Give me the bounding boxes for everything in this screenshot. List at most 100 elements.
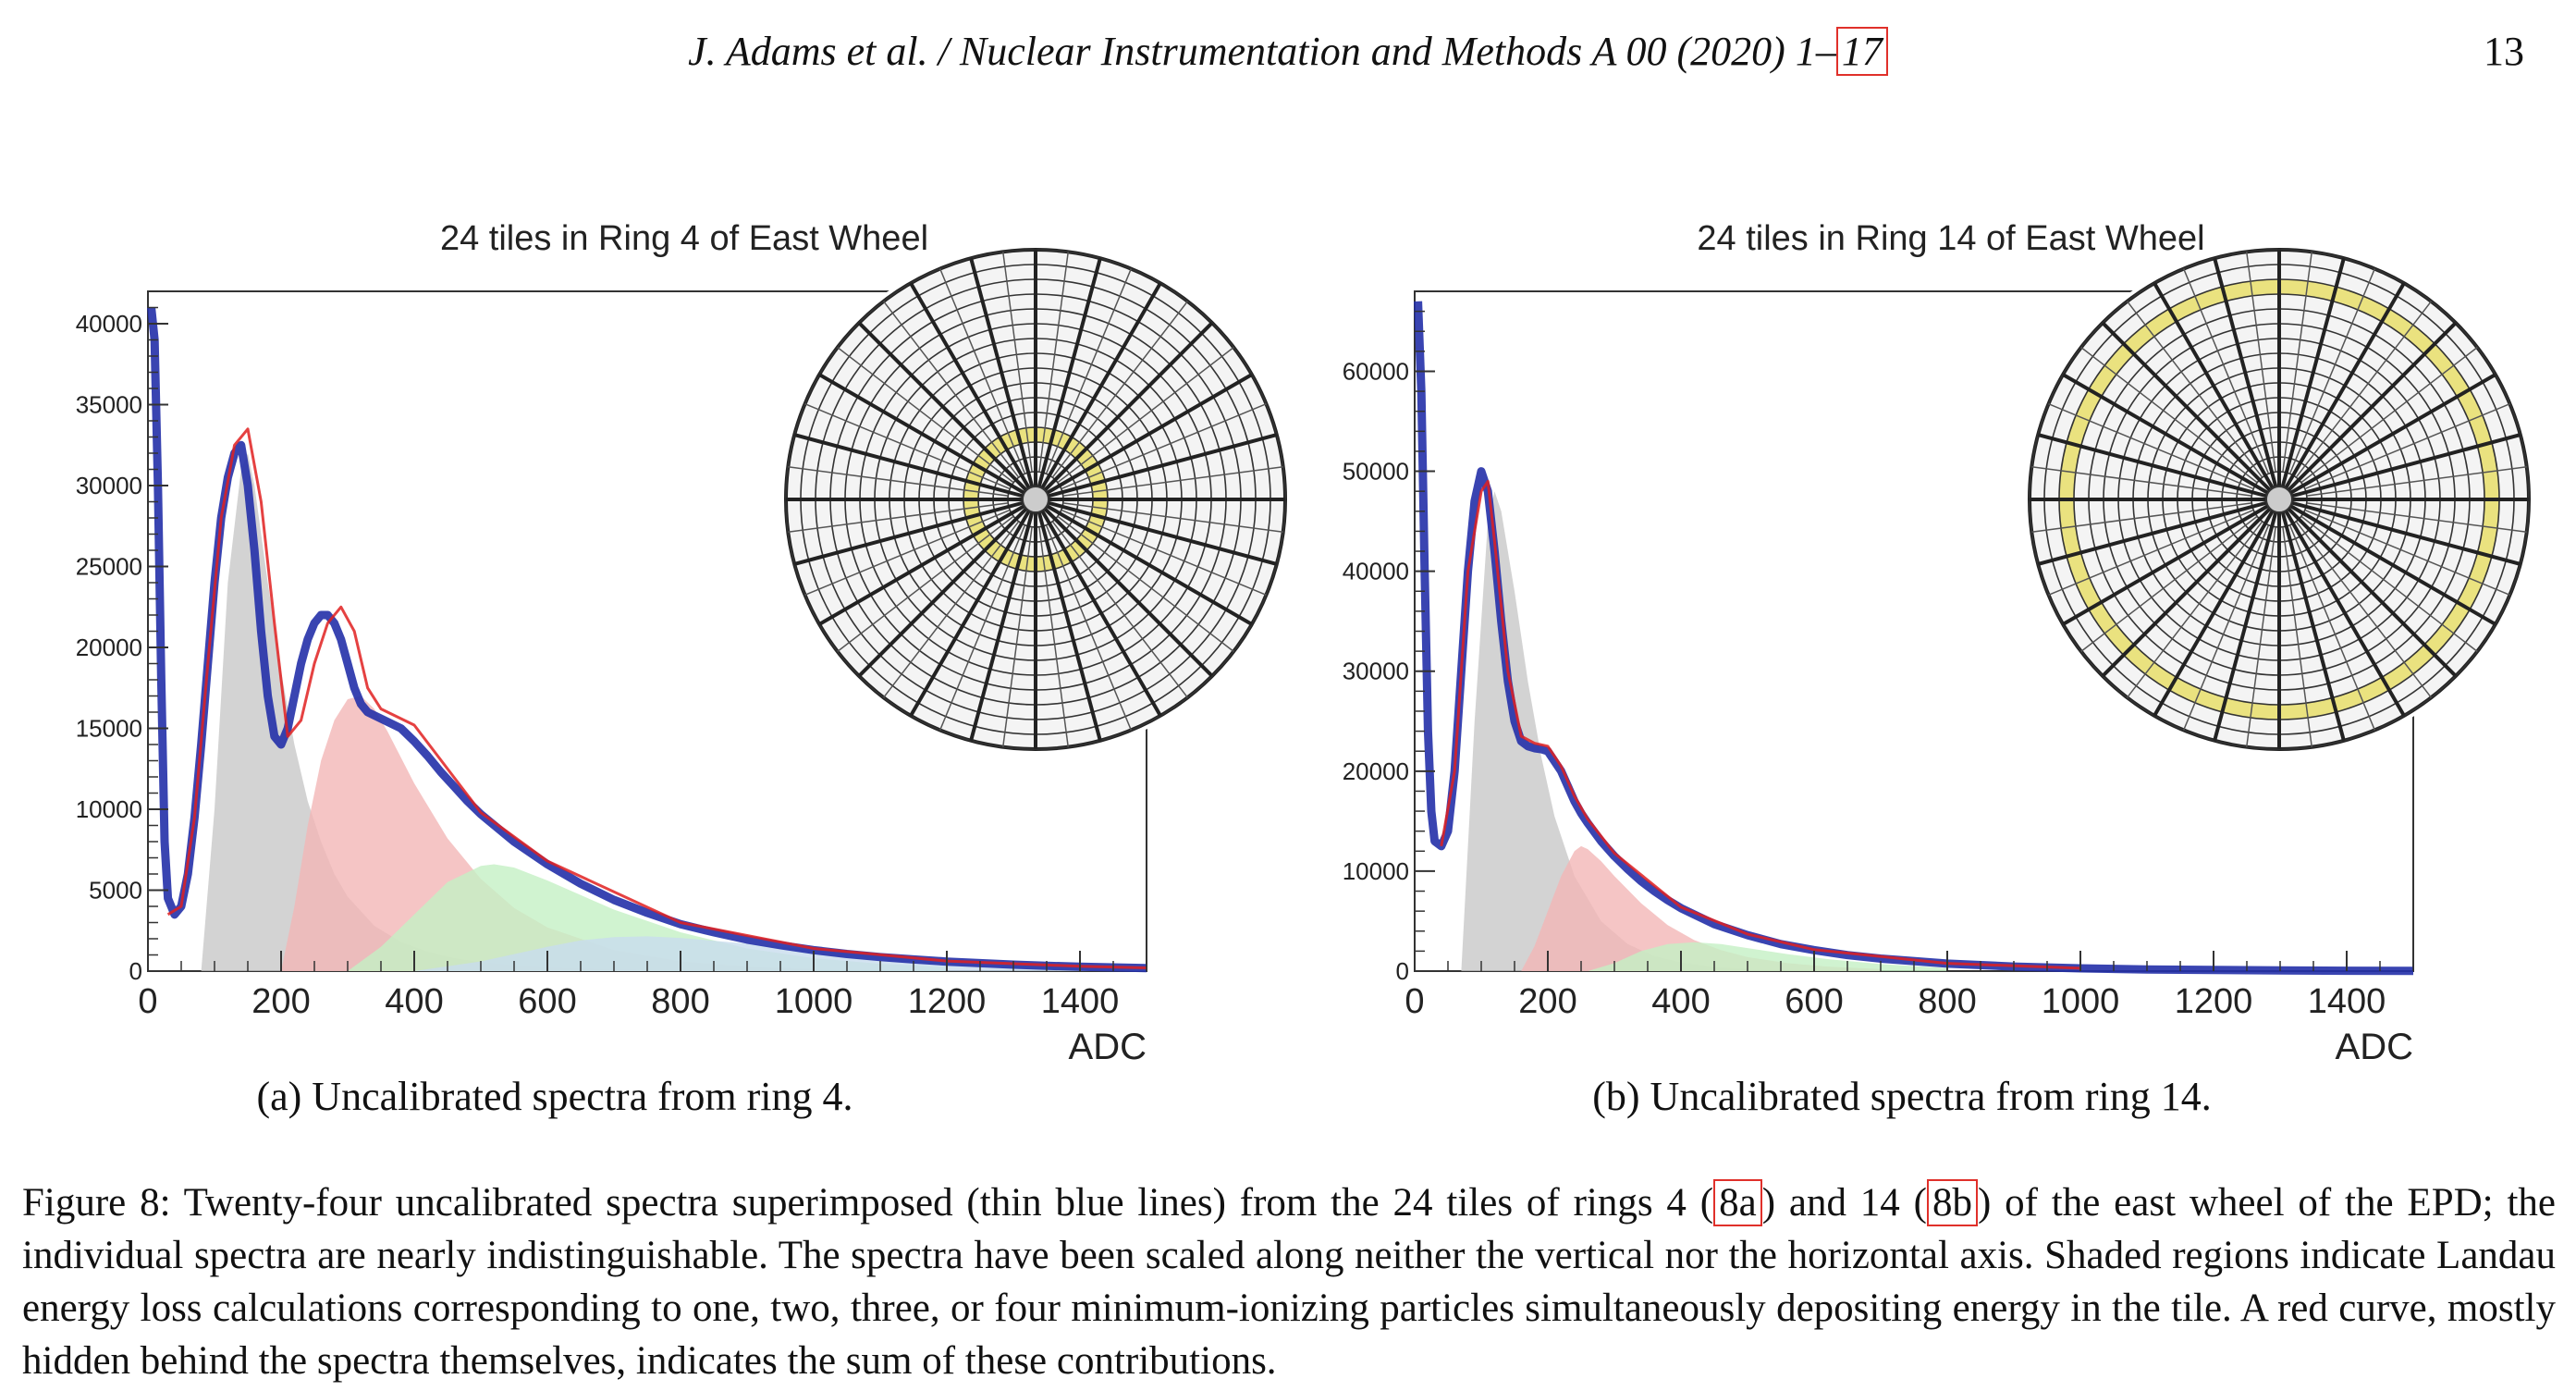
page-number: 13 <box>2484 29 2524 74</box>
ref-8a-link[interactable]: 8a <box>1713 1179 1762 1226</box>
wheel-spoke <box>857 321 1028 492</box>
chart-title: 24 tiles in Ring 14 of East Wheel <box>1697 219 2204 258</box>
wheel-subspoke <box>938 268 1026 474</box>
y-tick-label: 35000 <box>76 391 142 419</box>
y-tick-label: 20000 <box>1343 757 1409 785</box>
wheel-spoke <box>2287 321 2458 492</box>
wheel-spoke <box>818 373 1025 495</box>
wheel-subspoke <box>837 347 1014 484</box>
wheel-subspoke <box>2304 509 2510 597</box>
wheel-spoke <box>909 282 1031 489</box>
x-tick-label: 400 <box>1651 982 1710 1021</box>
page-range-link[interactable]: 17 <box>1835 27 1888 76</box>
wheel-subspoke <box>2048 402 2254 490</box>
figure-8b: 24 tiles in Ring 14 of East Wheel 0 200 400… <box>1294 203 2576 1119</box>
wheel-subspoke <box>1045 524 1133 731</box>
wheel-spoke <box>2284 510 2406 717</box>
landau-shade-3 <box>348 864 947 971</box>
wheel-spoke <box>909 510 1031 717</box>
wheel-spoke <box>2037 500 2267 566</box>
x-tick-label: 1000 <box>2042 982 2120 1021</box>
wheel-spoke <box>969 511 1035 742</box>
epd-wheel-inset <box>2024 244 2534 755</box>
wheel-spoke <box>1040 510 1162 717</box>
wheel-spoke <box>2291 500 2521 566</box>
wheel-spoke <box>2153 282 2275 489</box>
wheel-subspoke <box>788 466 1009 497</box>
wheel-spoke <box>1037 257 1102 487</box>
running-title: J. Adams et al. / Nuclear Instrumentatio… <box>0 27 2576 76</box>
wheel-spoke <box>2213 257 2278 487</box>
wheel-subspoke <box>788 502 1009 533</box>
wheel-subspoke <box>2031 502 2252 533</box>
y-tick-label: 25000 <box>76 553 142 581</box>
wheel-subspoke <box>1057 347 1234 484</box>
wheel-subspoke <box>2246 526 2276 747</box>
sum-curve <box>166 427 1147 969</box>
wheel-subspoke <box>2304 402 2510 490</box>
wheel-subspoke <box>2282 252 2312 473</box>
wheel-subspoke <box>2031 466 2252 497</box>
landau-shade-2 <box>1521 845 1881 971</box>
wheel-spoke <box>2153 510 2275 717</box>
subcaption-b: (b) Uncalibrated spectra from ring 14. <box>1592 1074 2212 1119</box>
wheel-subspoke <box>2182 268 2270 474</box>
x-axis-label: ADC <box>1069 1027 1147 1067</box>
spectrum-chart-ring-4: 24 tiles in Ring 4 of East Wheel 0 200 400 6… <box>76 219 1291 1067</box>
wheel-spoke <box>857 507 1028 678</box>
wheel-spoke <box>2287 507 2458 678</box>
wheel-subspoke <box>2127 301 2263 478</box>
ref-8b-link[interactable]: 8b <box>1926 1179 1978 1226</box>
x-tick-label: 0 <box>138 982 157 1021</box>
wheel-subspoke <box>2282 526 2312 747</box>
wheel-subspoke <box>2288 268 2376 474</box>
wheel-subspoke <box>1051 301 1188 478</box>
wheel-subspoke <box>804 509 1011 597</box>
x-axis-label: ADC <box>2336 1027 2413 1067</box>
wheel-subspoke <box>2295 521 2432 698</box>
y-tick-label: 5000 <box>89 877 142 905</box>
spectrum-chart-ring-14: 24 tiles in Ring 14 of East Wheel 0 200 400… <box>1343 219 2534 1067</box>
wheel-subspoke <box>1002 252 1033 473</box>
wheel-subspoke <box>1045 268 1133 474</box>
wheel-subspoke <box>837 515 1014 652</box>
wheel-subspoke <box>938 524 1026 731</box>
y-tick-label: 10000 <box>76 795 142 823</box>
chart-title: 24 tiles in Ring 4 of East Wheel <box>440 219 928 258</box>
x-tick-label: 1400 <box>2308 982 2386 1021</box>
x-tick-label: 200 <box>1518 982 1576 1021</box>
epd-wheel-inset <box>780 244 1291 755</box>
wheel-subspoke <box>2288 524 2376 731</box>
wheel-subspoke <box>2048 509 2254 597</box>
wheel-spoke <box>2037 433 2267 499</box>
wheel-subspoke <box>1038 252 1069 473</box>
x-tick-label: 1400 <box>1041 982 1120 1021</box>
wheel-spoke <box>2280 257 2346 487</box>
x-tick-label: 200 <box>251 982 310 1021</box>
wheel-subspoke <box>2080 515 2258 652</box>
wheel-subspoke <box>2080 347 2258 484</box>
wheel-subspoke <box>1051 521 1188 698</box>
wheel-spoke <box>969 257 1035 487</box>
subcaption-a: (a) Uncalibrated spectra from ring 4. <box>256 1074 853 1119</box>
wheel-subspoke <box>1062 502 1283 533</box>
wheel-subspoke <box>883 521 1020 698</box>
wheel-subspoke <box>1062 466 1283 497</box>
y-tick-label: 40000 <box>76 310 142 338</box>
x-tick-label: 600 <box>1785 982 1843 1021</box>
wheel-subspoke <box>2300 347 2478 484</box>
wheel-spoke <box>2280 511 2346 742</box>
x-tick-label: 800 <box>651 982 709 1021</box>
wheel-spoke <box>2213 511 2278 742</box>
wheel-hub <box>2265 486 2293 513</box>
wheel-subspoke <box>2182 524 2270 731</box>
page-header: J. Adams et al. / Nuclear Instrumentatio… <box>0 27 2576 83</box>
wheel-spoke <box>1048 500 1278 566</box>
wheel-spoke <box>2289 504 2496 626</box>
wheel-spoke <box>2062 373 2269 495</box>
wheel-spoke <box>1037 511 1102 742</box>
wheel-spoke <box>818 504 1025 626</box>
wheel-subspoke <box>1061 402 1267 490</box>
wheel-spoke <box>1043 507 1214 678</box>
wheel-spoke <box>1046 373 1253 495</box>
